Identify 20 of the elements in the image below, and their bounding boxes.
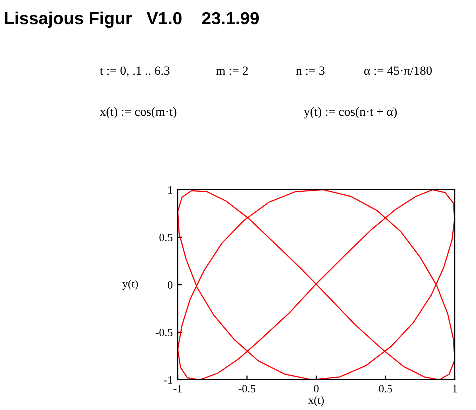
y-tick-label: -1: [164, 376, 172, 384]
text: t := 0, .1 .. 6.3: [100, 66, 170, 77]
text: n := 3: [296, 66, 325, 76]
y-axis-title: y(t): [122, 280, 138, 290]
y-tick-label: 1: [168, 186, 172, 194]
chart-title: Lissajous Figur V1.0 23.1.99: [5, 12, 260, 28]
x-tick-label: -0.5: [238, 385, 256, 393]
text: m := 2: [216, 66, 248, 76]
x-tick-label: 0.5: [379, 385, 392, 393]
x-tick-label: 0: [314, 385, 319, 393]
x-axis-title: x(t): [308, 396, 324, 406]
x-tick-label: 1: [453, 385, 458, 393]
y-tick-label: -0.5: [156, 328, 173, 337]
text: α := 45·π/180: [364, 66, 432, 76]
y-tick-label: 0.5: [160, 234, 173, 242]
text: x(t) := cos(m·t): [100, 107, 177, 119]
line-series: [178, 190, 455, 380]
x-tick-label: -1: [174, 385, 182, 393]
text: y(t) := cos(n·t + α): [304, 107, 397, 119]
y-tick-label: 0: [168, 281, 173, 289]
